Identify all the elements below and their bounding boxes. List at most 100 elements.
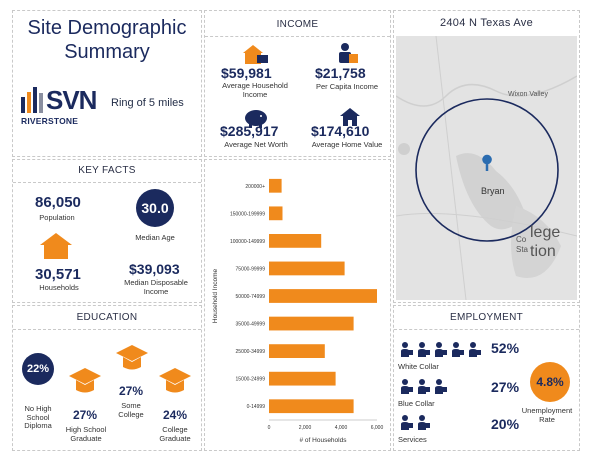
- college-grad-label: College Graduate: [159, 425, 191, 443]
- worker-icon: [401, 379, 413, 394]
- blue-collar-icons: [400, 378, 460, 396]
- grad-cap-icon-some-college: [116, 345, 148, 370]
- college-grad-value: 24%: [163, 408, 188, 422]
- hs-grad-label: High School Graduate: [65, 425, 107, 443]
- median-disposable-income-label: Median Disposable Income: [124, 278, 188, 296]
- bar: [269, 178, 282, 193]
- bar: [269, 316, 354, 331]
- map-label-wixon: Wixon Valley: [508, 91, 548, 98]
- map-panel: 2404 N Texas Ave Wixon Valley Bryan lege…: [393, 10, 580, 303]
- map-label-college-2: tion: [530, 243, 556, 260]
- bar: [269, 371, 336, 386]
- blue-collar-value: 27%: [491, 379, 520, 395]
- bar: [269, 399, 354, 414]
- worker-icon: [418, 415, 430, 430]
- some-college-value: 27%: [119, 384, 144, 398]
- population-label: Population: [39, 213, 75, 222]
- y-tick-label: 0-14999: [247, 404, 266, 410]
- map-label-sta: Sta: [516, 245, 529, 254]
- white-collar-label: White Collar: [398, 362, 439, 371]
- title-panel: Site Demographic Summary SVN RIVERSTONE …: [12, 10, 202, 157]
- white-collar-value: 52%: [491, 340, 520, 356]
- household-income-chart: 200000+ 150000-199999 100000-149999 75000-9…: [212, 178, 384, 444]
- map-title: 2404 N Texas Ave: [439, 17, 534, 29]
- map-image[interactable]: Wixon Valley Bryan lege tion Co Sta: [396, 36, 577, 300]
- key-facts-title: KEY FACTS: [78, 165, 136, 176]
- blue-collar-label: Blue Collar: [398, 399, 435, 408]
- services-icons: [400, 414, 440, 432]
- household-house-icon: [40, 233, 72, 259]
- worker-icon: [435, 342, 447, 357]
- worker-icon: [418, 379, 430, 394]
- income-panel: INCOME $59,981 Average Household Income …: [204, 10, 391, 157]
- no-hs-label: No High School Diploma: [24, 404, 52, 431]
- map-label-bryan: Bryan: [481, 186, 505, 196]
- services-label: Services: [398, 435, 427, 444]
- services-value: 20%: [491, 416, 520, 432]
- page-title-line1: Site Demographic: [27, 17, 187, 39]
- education-title: EDUCATION: [76, 312, 138, 323]
- no-hs-badge: 22%: [22, 353, 54, 385]
- map-label-college-1: lege: [530, 224, 561, 241]
- household-income-chart-panel: 200000+ 150000-199999 100000-149999 75000-9…: [204, 159, 391, 451]
- y-tick-label: 75000-99999: [236, 266, 266, 272]
- median-age-badge: 30.0: [136, 189, 174, 227]
- households-label: Households: [39, 283, 79, 292]
- bar: [269, 234, 322, 248]
- svn-logo: SVN RIVERSTONE: [19, 85, 107, 129]
- y-tick-label: 200000+: [245, 184, 265, 190]
- worker-icon: [418, 342, 430, 357]
- per-capita-income-value: $21,758: [315, 65, 366, 81]
- employment-panel: EMPLOYMENT 52% White Collar 27% Blue Col…: [393, 305, 580, 451]
- employment-title: EMPLOYMENT: [449, 312, 523, 323]
- ring-label: Ring of 5 miles: [111, 97, 184, 109]
- population-value: 86,050: [35, 194, 81, 211]
- some-college-label: Some College: [118, 401, 144, 419]
- median-disposable-income-value: $39,093: [129, 261, 180, 277]
- grad-cap-icon-college: [159, 368, 191, 393]
- person-money-icon: [339, 43, 358, 63]
- key-facts-panel: KEY FACTS 86,050 Population 30.0 Median …: [12, 159, 202, 303]
- logo-subtext: RIVERSTONE: [21, 116, 79, 126]
- grad-cap-icon-hs: [69, 368, 101, 393]
- per-capita-income-label: Per Capita Income: [315, 82, 379, 91]
- map-graphic: [396, 36, 577, 300]
- house-icon: [340, 108, 360, 126]
- map-label-co: Co: [516, 235, 527, 244]
- worker-icon: [401, 342, 413, 357]
- y-axis-label: Household Income: [212, 269, 219, 324]
- worker-icon: [401, 415, 413, 430]
- page-title-line2: Summary: [64, 41, 150, 63]
- avg-household-income-label: Average Household Income: [222, 81, 288, 99]
- white-collar-icons: [400, 341, 486, 359]
- income-title: INCOME: [276, 19, 319, 30]
- unemployment-badge: 4.8%: [530, 362, 570, 402]
- worker-icon: [435, 379, 447, 394]
- education-panel: EDUCATION 22% No High School Diploma 27%…: [12, 305, 202, 451]
- y-tick-label: 150000-199999: [230, 211, 265, 217]
- x-tick-label: 2,000: [299, 425, 312, 431]
- house-money-icon: [243, 45, 268, 64]
- median-age-label: Median Age: [135, 233, 175, 242]
- logo-text: SVN: [46, 85, 97, 115]
- x-axis-label: # of Households: [300, 437, 348, 444]
- x-tick-label: 6,000: [371, 425, 384, 431]
- avg-net-worth-value: $285,917: [220, 123, 279, 139]
- logo-bars-icon: [21, 87, 43, 113]
- worker-icon: [469, 342, 481, 357]
- households-value: 30,571: [35, 266, 81, 283]
- avg-household-income-value: $59,981: [221, 65, 272, 81]
- y-tick-label: 50000-74999: [236, 294, 266, 300]
- location-pin-icon: [482, 154, 492, 171]
- bar: [269, 289, 377, 303]
- y-tick-label: 15000-24999: [236, 377, 266, 383]
- worker-icon: [452, 342, 464, 357]
- hs-grad-value: 27%: [73, 408, 98, 422]
- bar: [269, 344, 325, 358]
- bar: [269, 206, 283, 221]
- y-tick-label: 25000-34999: [236, 349, 266, 355]
- y-tick-label: 35000-49999: [236, 322, 266, 328]
- avg-home-value-value: $174,610: [311, 123, 370, 139]
- x-tick-label: 4,000: [335, 425, 348, 431]
- piggy-bank-icon: [245, 110, 267, 128]
